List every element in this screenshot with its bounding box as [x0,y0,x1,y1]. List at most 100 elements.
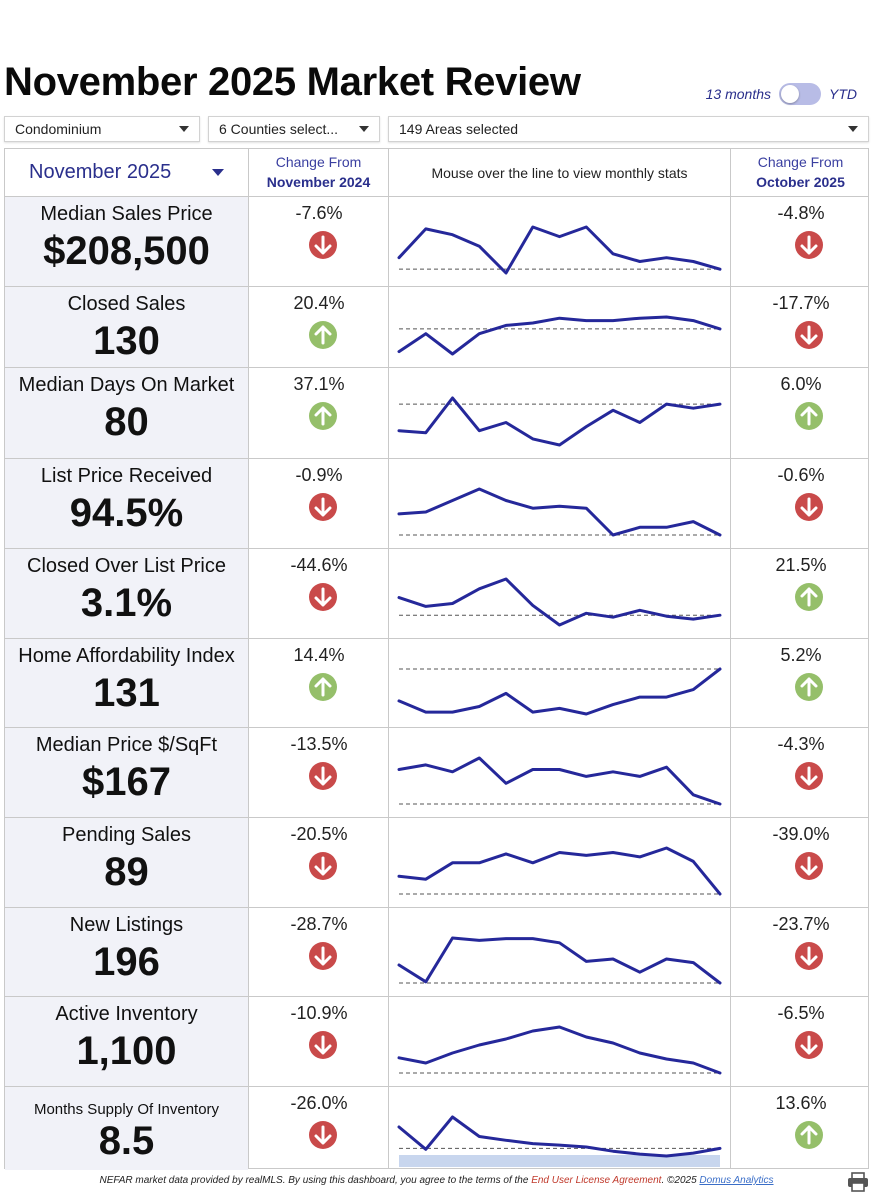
arrow-up-icon [309,402,337,430]
metric-cell: Median Sales Price $208,500 [5,197,248,286]
mom-change: -23.7% [772,914,830,934]
metric-row: Pending Sales 89 -20.5% -39.0% [5,818,868,908]
yoy-change: -26.0% [290,1093,348,1113]
toggle-right-label[interactable]: YTD [829,86,857,102]
yoy-change: 20.4% [293,293,345,313]
yoy-change: 14.4% [293,645,345,665]
metric-name: List Price Received [40,465,213,487]
sparkline-svg [397,396,722,447]
print-icon[interactable] [847,1172,869,1192]
sparkline-svg [397,577,722,627]
trend-sparkline[interactable] [389,818,730,907]
divider [730,149,731,1168]
property-type-value: Condominium [15,121,102,137]
metric-name: Closed Over List Price [27,555,226,577]
yoy-change: -10.9% [290,1003,348,1023]
trend-sparkline[interactable] [389,287,730,376]
metric-name: Pending Sales [62,824,191,846]
metric-name: Median Days On Market [18,374,235,396]
trend-sparkline[interactable] [389,197,730,286]
areas-dropdown[interactable]: 149 Areas selected [388,116,869,142]
arrow-down-icon [795,493,823,521]
month-dropdown[interactable]: November 2025 [5,149,248,196]
mom-change: 6.0% [780,374,822,394]
metric-value: 131 [93,671,160,715]
eula-link[interactable]: End User License Agreement [531,1175,662,1186]
sparkline-series [397,846,722,896]
sparkline-svg [397,1025,722,1075]
sparkline-band [399,1155,720,1167]
metric-cell: List Price Received 94.5% [5,459,248,548]
arrow-down-icon [795,942,823,970]
arrow-down-icon [309,1031,337,1059]
trend-sparkline[interactable] [389,728,730,817]
mom-header-period: October 2025 [756,174,845,190]
sparkline-series [397,315,722,356]
metric-row: Home Affordability Index 131 14.4% 5.2% [5,639,868,728]
sparkline-series [397,225,722,275]
metric-row: Median Sales Price $208,500 -7.6% -4.8% [5,197,868,287]
chevron-down-icon [212,169,224,176]
period-toggle[interactable] [779,83,821,105]
metric-value: 8.5 [98,1119,155,1163]
metric-value: 1,100 [76,1029,177,1073]
sparkline-series [397,487,722,537]
metric-row: Active Inventory 1,100 -10.9% -6.5% [5,997,868,1087]
property-type-dropdown[interactable]: Condominium [4,116,200,142]
chevron-down-icon [359,126,369,132]
metric-row: Closed Over List Price 3.1% -44.6% 21.5% [5,549,868,639]
arrow-down-icon [309,493,337,521]
mom-change: -0.6% [777,465,825,485]
mom-header-label: Change From [757,154,844,170]
sparkline-svg [397,667,722,716]
sparkline-series [397,936,722,985]
sparkline-svg [397,936,722,985]
metric-name: Active Inventory [55,1003,198,1025]
sparkline-series [397,577,722,627]
divider [248,149,249,1168]
yoy-change: -44.6% [290,555,348,575]
domus-link[interactable]: Domus Analytics [699,1175,774,1186]
arrow-up-icon [309,673,337,701]
mom-change: -4.8% [777,203,825,223]
toggle-left-label[interactable]: 13 months [705,86,771,102]
yoy-header-label: Change From [275,154,362,170]
metric-row: List Price Received 94.5% -0.9% -0.6% [5,459,868,549]
toggle-knob [781,85,799,103]
yoy-header-period: November 2024 [266,174,371,190]
metric-name: Home Affordability Index [18,645,235,667]
metric-name: Months Supply Of Inventory [33,1101,220,1118]
yoy-change: -7.6% [295,203,343,223]
trend-sparkline[interactable] [389,908,730,997]
trend-sparkline[interactable] [389,997,730,1086]
counties-dropdown[interactable]: 6 Counties select... [208,116,380,142]
trend-sparkline[interactable] [389,459,730,548]
trend-sparkline[interactable] [389,549,730,638]
sparkline-series [397,667,722,716]
metric-name: Median Sales Price [40,203,213,225]
arrow-up-icon [795,673,823,701]
divider [388,149,389,1168]
month-value: November 2025 [29,161,172,183]
trend-sparkline[interactable] [389,1087,730,1176]
metric-value: 3.1% [80,581,173,625]
trend-sparkline[interactable] [389,639,730,728]
mom-header: Change From October 2025 [731,152,870,192]
arrow-up-icon [795,583,823,611]
mom-change: -6.5% [777,1003,825,1023]
yoy-change: -0.9% [295,465,343,485]
arrow-down-icon [309,1121,337,1149]
trend-sparkline[interactable] [389,368,730,457]
sparkline-svg [397,846,722,896]
metric-row: Median Price $/SqFt $167 -13.5% -4.3% [5,728,868,818]
arrow-down-icon [309,852,337,880]
sparkline-series [397,396,722,447]
metric-cell: Median Price $/SqFt $167 [5,728,248,817]
metric-cell: Closed Sales 130 [5,287,248,367]
metric-row: Closed Sales 130 20.4% -17.7% [5,287,868,368]
yoy-change: -13.5% [290,734,348,754]
metric-cell: New Listings 196 [5,908,248,996]
chevron-down-icon [179,126,189,132]
metric-name: New Listings [69,914,184,936]
footer: NEFAR market data provided by realMLS. B… [0,1175,873,1186]
